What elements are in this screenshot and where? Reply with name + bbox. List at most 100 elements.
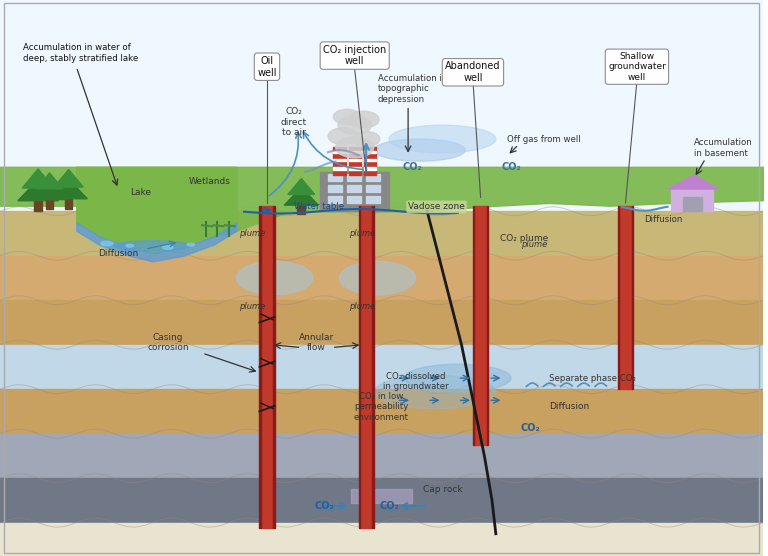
- Polygon shape: [284, 187, 319, 205]
- Text: CO₂ in low
permeability
environment: CO₂ in low permeability environment: [354, 392, 409, 422]
- Text: Accumulation in
topographic
depression: Accumulation in topographic depression: [378, 74, 447, 104]
- Ellipse shape: [126, 245, 134, 247]
- Ellipse shape: [374, 375, 496, 409]
- Text: Abandoned
well: Abandoned well: [445, 62, 501, 83]
- Bar: [364, 151, 376, 153]
- Text: plume: plume: [521, 240, 547, 250]
- Text: CO₂: CO₂: [520, 423, 540, 433]
- Bar: [333, 167, 346, 170]
- Bar: [366, 185, 380, 192]
- Bar: [328, 174, 342, 181]
- Text: plume: plume: [349, 229, 376, 239]
- Bar: [0, 523, 763, 556]
- Text: CO₂ dissolved
in groundwater: CO₂ dissolved in groundwater: [383, 372, 449, 391]
- Bar: [0, 345, 763, 389]
- Ellipse shape: [237, 261, 313, 295]
- Text: Accumulation in water of
deep, stably stratified lake: Accumulation in water of deep, stably st…: [23, 43, 138, 62]
- Ellipse shape: [101, 241, 113, 246]
- Bar: [65, 199, 72, 208]
- Ellipse shape: [114, 241, 190, 251]
- Text: CO₂
direct
to air: CO₂ direct to air: [280, 107, 306, 137]
- Bar: [333, 159, 346, 161]
- Bar: [359, 206, 360, 528]
- Bar: [0, 211, 763, 256]
- Text: Water table: Water table: [293, 202, 344, 211]
- Bar: [333, 147, 346, 175]
- Bar: [35, 201, 42, 211]
- Bar: [347, 185, 361, 192]
- Text: Vadose zone: Vadose zone: [408, 202, 465, 211]
- Bar: [364, 147, 376, 175]
- Bar: [261, 206, 273, 528]
- Ellipse shape: [333, 110, 361, 125]
- Bar: [347, 174, 361, 181]
- Bar: [328, 185, 342, 192]
- Bar: [683, 197, 702, 211]
- Text: Off gas from well: Off gas from well: [508, 135, 581, 144]
- Bar: [618, 206, 620, 389]
- Text: Cap rock: Cap rock: [423, 485, 463, 494]
- Bar: [0, 300, 763, 345]
- Bar: [349, 167, 361, 170]
- Text: CO₂ plume: CO₂ plume: [500, 234, 548, 243]
- Ellipse shape: [187, 244, 194, 246]
- Ellipse shape: [336, 137, 374, 158]
- Bar: [0, 434, 763, 478]
- Ellipse shape: [353, 132, 380, 147]
- Text: Diffusion: Diffusion: [644, 215, 683, 225]
- Text: CO₂: CO₂: [314, 501, 334, 511]
- Bar: [366, 174, 380, 181]
- Ellipse shape: [163, 246, 173, 249]
- Text: Oil
well: Oil well: [257, 56, 276, 77]
- Text: Accumulation
in basement: Accumulation in basement: [694, 138, 753, 158]
- Bar: [0, 478, 763, 523]
- Bar: [364, 159, 376, 161]
- Bar: [349, 151, 361, 153]
- Polygon shape: [288, 178, 315, 195]
- Bar: [671, 189, 713, 211]
- Bar: [620, 206, 631, 389]
- Text: CO₂ injection
well: CO₂ injection well: [323, 45, 386, 66]
- Bar: [320, 172, 389, 211]
- Polygon shape: [18, 180, 58, 201]
- Bar: [360, 206, 372, 528]
- Polygon shape: [22, 169, 54, 188]
- Bar: [0, 389, 763, 434]
- Bar: [487, 206, 488, 445]
- Ellipse shape: [338, 116, 372, 135]
- Text: CO₂: CO₂: [402, 162, 422, 172]
- Text: Shallow
groundwater
well: Shallow groundwater well: [608, 52, 666, 82]
- Polygon shape: [32, 182, 67, 200]
- Text: Wetlands: Wetlands: [189, 177, 230, 186]
- Ellipse shape: [374, 139, 465, 161]
- Polygon shape: [667, 175, 719, 189]
- Bar: [260, 206, 261, 528]
- Text: Separate phase CO₂: Separate phase CO₂: [549, 374, 636, 383]
- Bar: [364, 167, 376, 170]
- Bar: [333, 151, 346, 153]
- Bar: [372, 206, 374, 528]
- Polygon shape: [54, 170, 84, 187]
- Bar: [0, 256, 763, 300]
- Bar: [328, 196, 342, 203]
- Text: plume: plume: [239, 229, 265, 239]
- Polygon shape: [36, 173, 63, 189]
- Ellipse shape: [328, 128, 359, 145]
- Polygon shape: [50, 180, 88, 199]
- Bar: [473, 206, 475, 445]
- Text: CO₂: CO₂: [379, 501, 399, 511]
- Bar: [351, 489, 412, 503]
- Ellipse shape: [349, 111, 379, 128]
- Bar: [631, 206, 633, 389]
- Text: Diffusion: Diffusion: [549, 401, 590, 411]
- Text: Annular
flow: Annular flow: [299, 333, 334, 353]
- Text: Diffusion: Diffusion: [98, 249, 138, 258]
- Ellipse shape: [339, 261, 415, 295]
- Bar: [0, 0, 763, 250]
- Ellipse shape: [404, 364, 511, 392]
- Bar: [273, 206, 275, 528]
- Text: plume: plume: [349, 301, 376, 311]
- Bar: [349, 147, 361, 175]
- Bar: [46, 200, 54, 208]
- Text: CO₂: CO₂: [502, 162, 521, 172]
